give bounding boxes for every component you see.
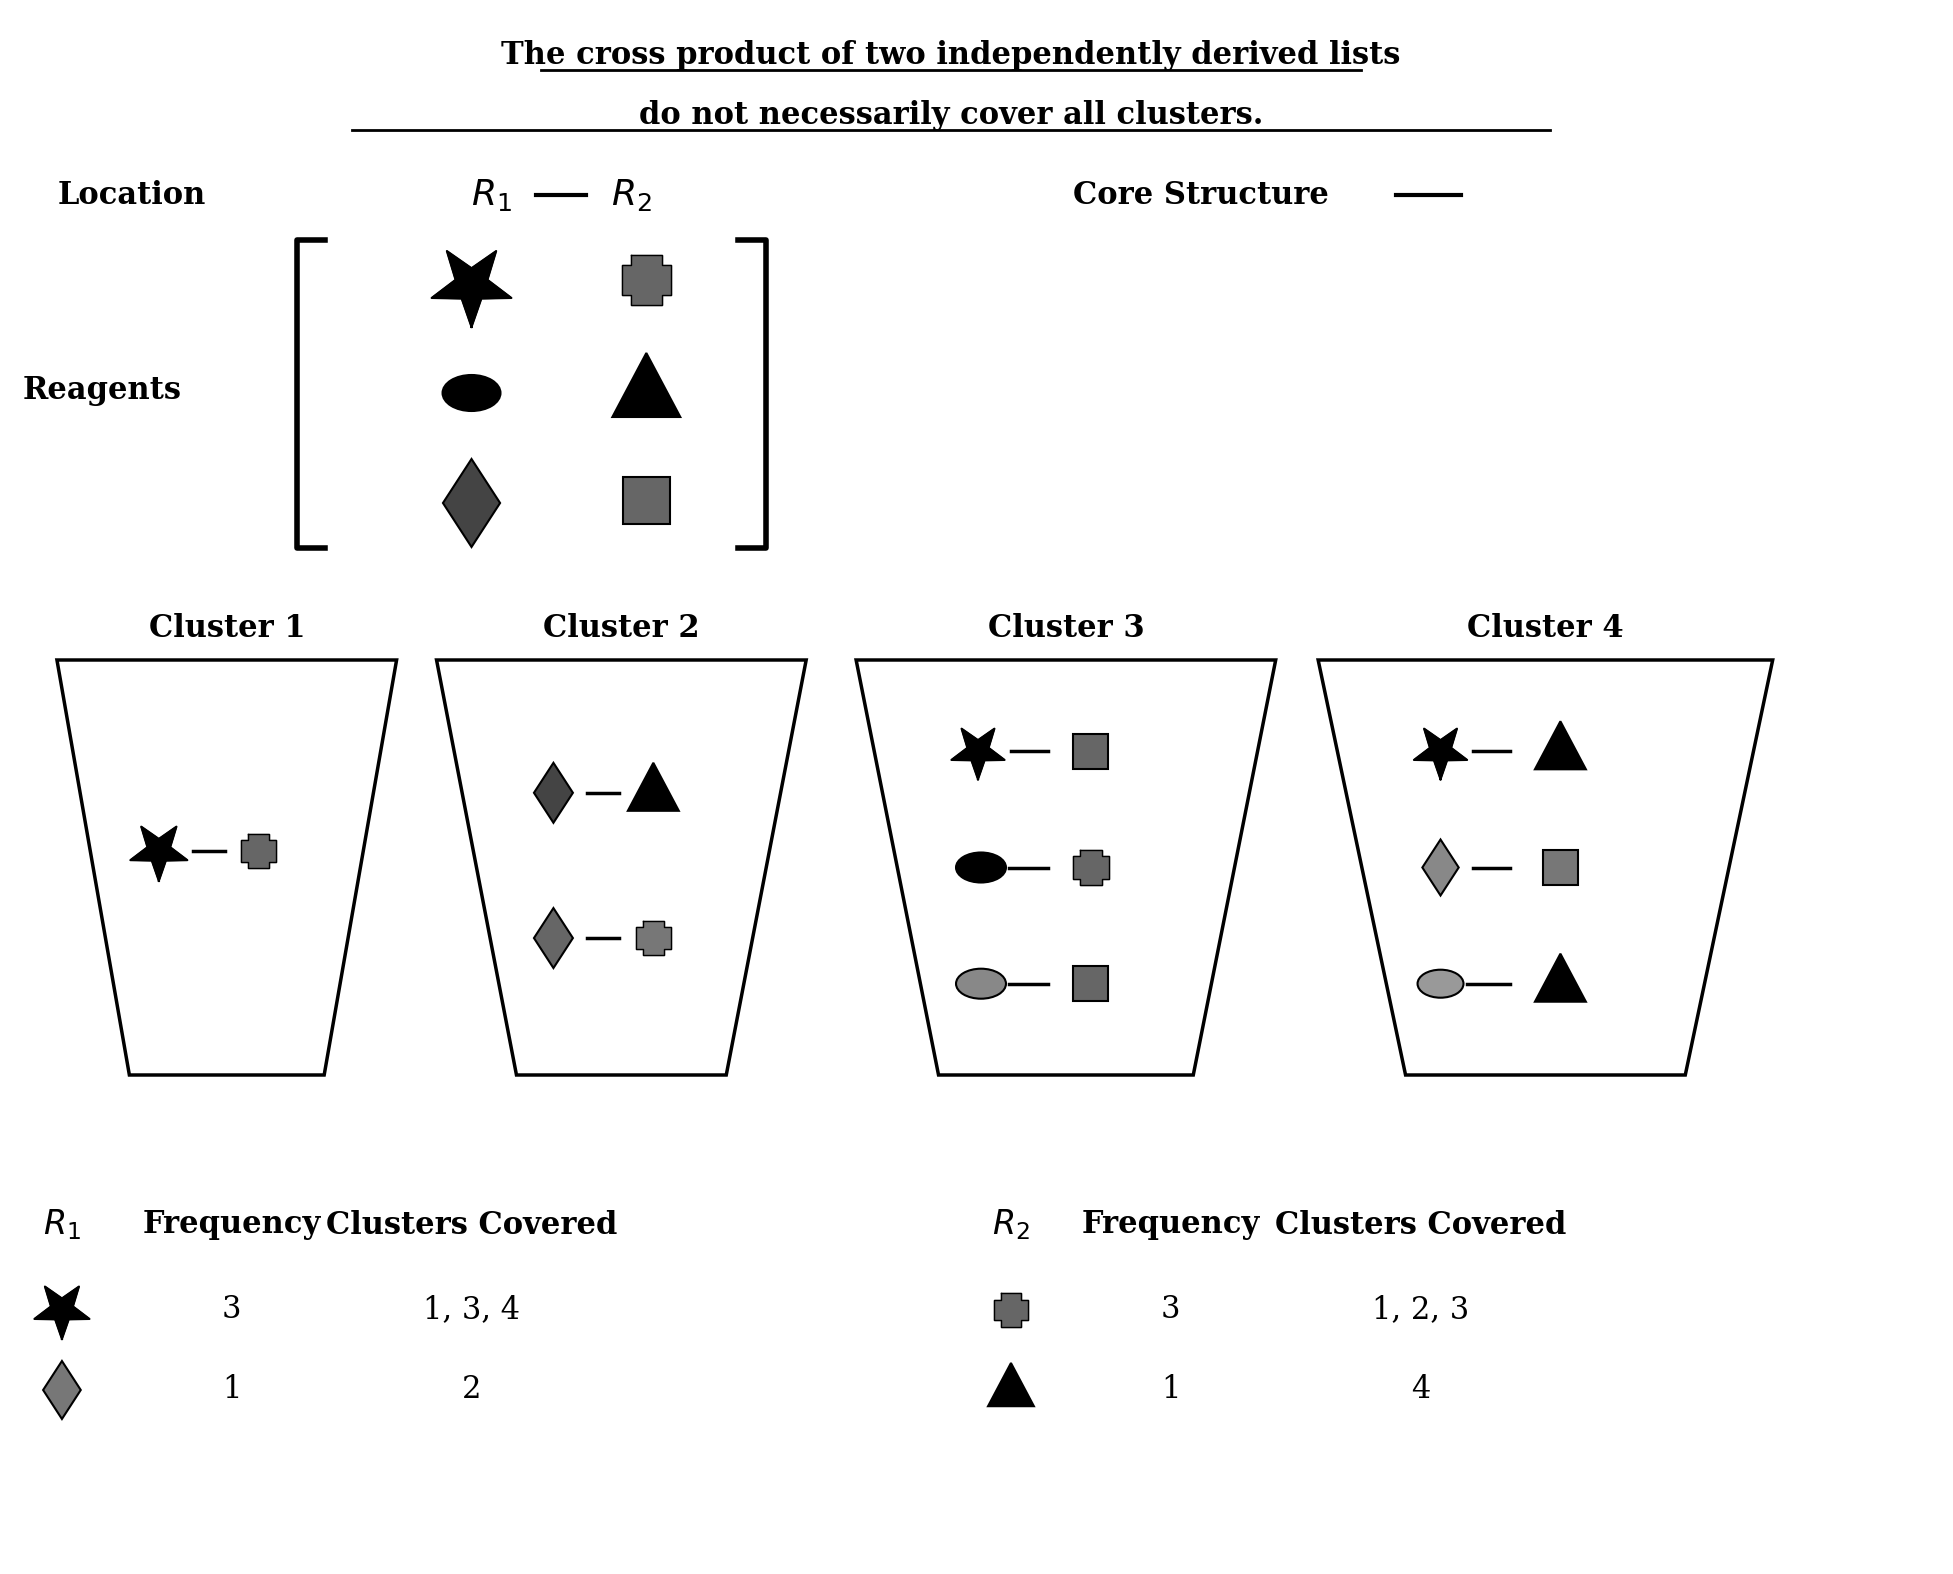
Text: $R_2$: $R_2$ xyxy=(611,176,652,212)
Text: $R_1$: $R_1$ xyxy=(471,176,512,212)
Polygon shape xyxy=(613,353,680,417)
Text: Frequency: Frequency xyxy=(1082,1209,1260,1240)
Text: 1, 3, 4: 1, 3, 4 xyxy=(424,1294,519,1325)
Text: 1: 1 xyxy=(1160,1374,1180,1406)
Text: The cross product of two independently derived lists: The cross product of two independently d… xyxy=(502,39,1400,71)
Text: Cluster 3: Cluster 3 xyxy=(988,612,1144,644)
Polygon shape xyxy=(627,763,680,811)
Text: do not necessarily cover all clusters.: do not necessarily cover all clusters. xyxy=(639,99,1264,131)
Text: 2: 2 xyxy=(461,1374,480,1406)
Polygon shape xyxy=(432,250,512,327)
Polygon shape xyxy=(242,834,275,869)
Polygon shape xyxy=(621,255,672,305)
Ellipse shape xyxy=(443,375,500,411)
Bar xyxy=(1074,966,1109,1001)
Bar xyxy=(623,477,670,524)
Bar xyxy=(1074,733,1109,768)
Bar xyxy=(1543,850,1578,885)
Text: Cluster 4: Cluster 4 xyxy=(1467,612,1623,644)
Text: 3: 3 xyxy=(1160,1294,1180,1325)
Text: Location: Location xyxy=(59,179,207,211)
Text: Cluster 2: Cluster 2 xyxy=(543,612,699,644)
Polygon shape xyxy=(533,908,572,968)
Polygon shape xyxy=(1422,839,1459,896)
Polygon shape xyxy=(43,1362,80,1420)
Polygon shape xyxy=(1535,954,1586,1001)
Text: Reagents: Reagents xyxy=(21,375,182,406)
Polygon shape xyxy=(443,460,500,548)
Text: 3: 3 xyxy=(223,1294,242,1325)
Polygon shape xyxy=(1414,729,1467,779)
Text: Clusters Covered: Clusters Covered xyxy=(1275,1209,1566,1240)
Polygon shape xyxy=(131,826,187,881)
Polygon shape xyxy=(951,729,1004,779)
Ellipse shape xyxy=(1418,970,1463,998)
Text: 1: 1 xyxy=(223,1374,242,1406)
Ellipse shape xyxy=(957,968,1006,998)
Text: $R_2$: $R_2$ xyxy=(992,1207,1029,1242)
Polygon shape xyxy=(35,1286,90,1339)
Text: Cluster 1: Cluster 1 xyxy=(148,612,305,644)
Text: 1, 2, 3: 1, 2, 3 xyxy=(1371,1294,1469,1325)
Ellipse shape xyxy=(957,853,1006,883)
Text: Frequency: Frequency xyxy=(143,1209,320,1240)
Polygon shape xyxy=(1535,721,1586,770)
Text: 4: 4 xyxy=(1410,1374,1430,1406)
Polygon shape xyxy=(988,1363,1033,1406)
Polygon shape xyxy=(637,921,670,955)
Text: Core Structure: Core Structure xyxy=(1072,179,1328,211)
Text: $R_1$: $R_1$ xyxy=(43,1207,80,1242)
Polygon shape xyxy=(533,763,572,823)
Polygon shape xyxy=(994,1294,1027,1327)
Text: Clusters Covered: Clusters Covered xyxy=(326,1209,617,1240)
Polygon shape xyxy=(1072,850,1109,886)
